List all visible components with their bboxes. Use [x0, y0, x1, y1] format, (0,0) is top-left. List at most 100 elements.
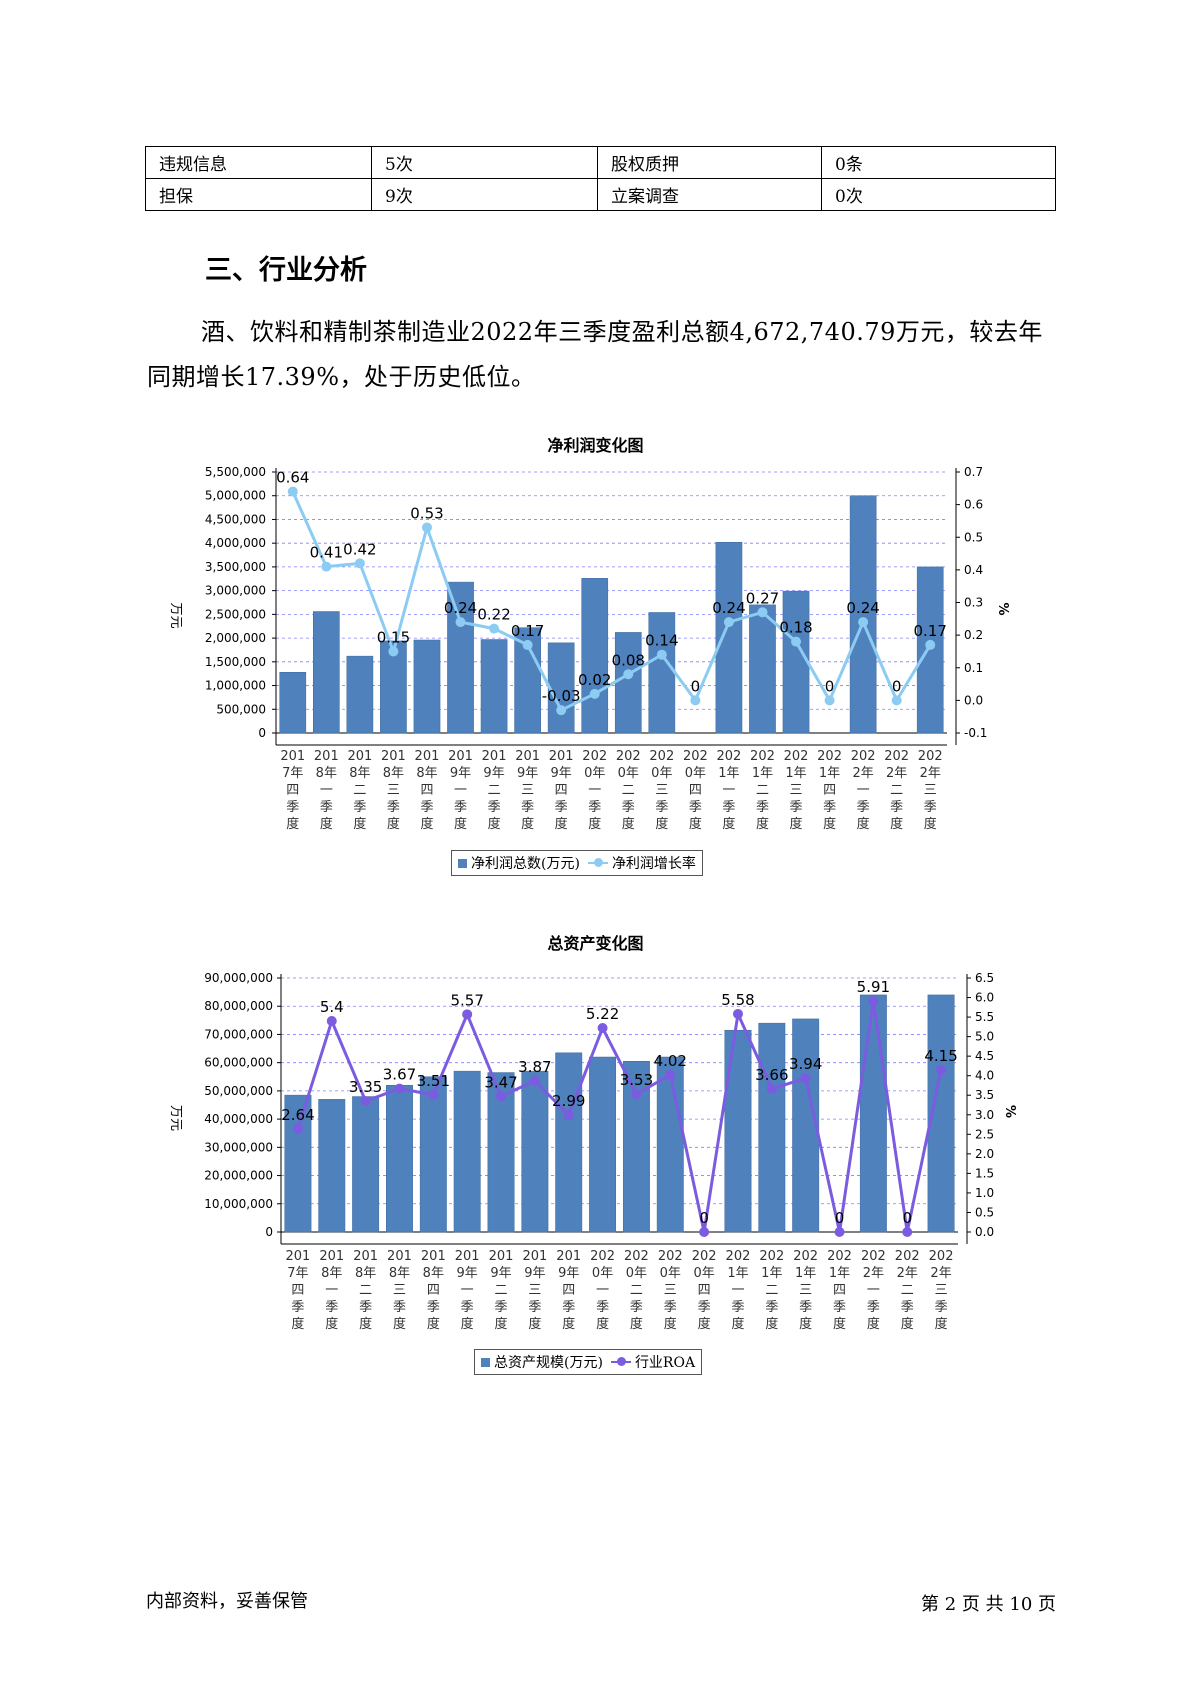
data-label: 5.57: [450, 991, 483, 1009]
x-tick-label: 202 1年四季度: [827, 1249, 852, 1332]
series-point: [902, 1227, 913, 1237]
y-tick-label: 30,000,000: [204, 1140, 273, 1154]
y-tick-label: 5,000,000: [205, 489, 266, 503]
x-tick-label: 202 1年二季度: [750, 749, 775, 832]
y2-tick-label: 4.5: [975, 1049, 994, 1063]
x-tick-label: 202 2年二季度: [895, 1249, 920, 1332]
table-cell: 0次: [821, 178, 1056, 211]
bar: [279, 672, 307, 734]
data-label: 0.08: [612, 651, 645, 669]
y2-tick-label: 0.0: [975, 1225, 994, 1239]
data-label: 0: [835, 1209, 845, 1227]
y2-tick-label: 1.5: [975, 1166, 994, 1180]
table-cell: 5次: [371, 146, 598, 179]
data-label: 5.22: [586, 1005, 619, 1023]
y2-tick-label: 6.5: [975, 971, 994, 985]
x-tick-label: 202 1年三季度: [793, 1249, 818, 1332]
bar: [346, 655, 374, 734]
data-label: 3.51: [417, 1072, 450, 1090]
x-tick-label: 202 1年一季度: [726, 1249, 751, 1332]
legend-line-label: 净利润增长率: [611, 856, 696, 872]
bar: [614, 632, 642, 734]
series-point: [699, 1227, 710, 1237]
bar: [352, 1096, 380, 1233]
analysis-paragraph: 酒、饮料和精制茶制造业2022年三季度盈利总额4,672,740.79万元，较去…: [147, 318, 1043, 391]
series-point: [597, 1023, 608, 1034]
x-tick-label: 201 9年四季度: [549, 749, 574, 832]
y-tick-label: 500,000: [216, 702, 266, 716]
series-point: [462, 1009, 473, 1020]
x-tick-label: 201 8年二季度: [347, 749, 372, 832]
x-tick-label: 201 7年四季度: [286, 1249, 311, 1332]
bar: [758, 1022, 786, 1233]
data-label: 0.14: [645, 632, 678, 650]
data-label: 0.24: [846, 599, 879, 617]
series-point: [631, 1089, 642, 1100]
series-point: [394, 1083, 405, 1094]
y2-axis-title: %: [995, 603, 1010, 616]
x-tick-label: 202 0年二季度: [616, 749, 641, 832]
table-row: 担保 9次 立案调查 0次: [145, 178, 1056, 211]
legend-bar-label: 总资产规模(万元): [494, 1355, 603, 1371]
data-label: 3.53: [620, 1071, 653, 1089]
bar: [792, 1018, 820, 1233]
series-point: [326, 1015, 337, 1026]
series-point: [732, 1008, 743, 1019]
legend-line-swatch: [587, 858, 608, 867]
data-label: 0.24: [712, 599, 745, 617]
data-label: 0: [691, 677, 701, 695]
data-label: 0.02: [578, 671, 611, 689]
legend-line-swatch: [610, 1357, 631, 1366]
net-profit-chart: 0 500,000 1,000,000 1,500,000 2,000,000 2,500…: [168, 465, 1010, 832]
series-point: [723, 617, 734, 628]
data-label: 5.58: [721, 991, 754, 1009]
data-label: 2.99: [552, 1092, 585, 1110]
y-tick-label: 0: [258, 726, 266, 740]
series-point: [589, 688, 600, 699]
y-axis-title: 万元: [168, 603, 183, 629]
data-label: 0: [902, 1209, 912, 1227]
y2-tick-label: 6.0: [975, 991, 994, 1005]
series-point: [556, 705, 567, 716]
data-label: 5.91: [857, 978, 890, 996]
y-tick-label: 5,500,000: [205, 465, 266, 479]
y2-tick-label: 0.7: [964, 465, 983, 479]
series-point: [623, 669, 634, 680]
y-tick-label: 10,000,000: [204, 1197, 273, 1211]
legend-line-label: 行业ROA: [634, 1355, 696, 1371]
x-tick-label: 202 2年三季度: [918, 749, 943, 832]
footer-page-number: 第 2 页 共 10 页: [921, 1594, 1056, 1615]
series-point: [690, 695, 701, 706]
x-tick-label: 202 1年二季度: [759, 1249, 784, 1332]
series-point: [321, 561, 332, 572]
y2-tick-label: -0.1: [964, 726, 987, 740]
y2-tick-label: 3.5: [975, 1088, 994, 1102]
series-point: [757, 607, 768, 618]
bar: [453, 1070, 481, 1233]
x-tick-label: 201 8年二季度: [353, 1249, 378, 1332]
data-label: 0: [699, 1209, 709, 1227]
x-tick-label: 201 8年一季度: [319, 1249, 344, 1332]
table-row: 违规信息 5次 股权质押 0条: [145, 146, 1056, 179]
series-point: [354, 558, 365, 569]
series-point: [766, 1083, 777, 1094]
x-tick-label: 201 9年一季度: [455, 1249, 480, 1332]
y-tick-label: 50,000,000: [204, 1084, 273, 1098]
data-label: 0.17: [511, 622, 544, 640]
table-cell: 担保: [145, 178, 372, 211]
y2-tick-label: 0.5: [964, 530, 983, 544]
y2-tick-label: 0.2: [964, 628, 983, 642]
bar: [859, 994, 887, 1233]
x-tick-label: 202 1年一季度: [717, 749, 742, 832]
legend-bar-swatch: [481, 1357, 490, 1367]
data-label: 0.17: [914, 622, 947, 640]
bar: [312, 611, 340, 734]
x-tick-label: 201 8年三季度: [381, 749, 406, 832]
x-tick-label: 201 8年一季度: [314, 749, 339, 832]
series-point: [834, 1227, 845, 1237]
table-cell: 违规信息: [145, 146, 372, 179]
series-line: [296, 1000, 943, 1233]
data-label: 0.42: [343, 540, 376, 558]
data-label: 0.15: [377, 628, 410, 646]
x-tick-label: 202 0年三季度: [658, 1249, 683, 1332]
